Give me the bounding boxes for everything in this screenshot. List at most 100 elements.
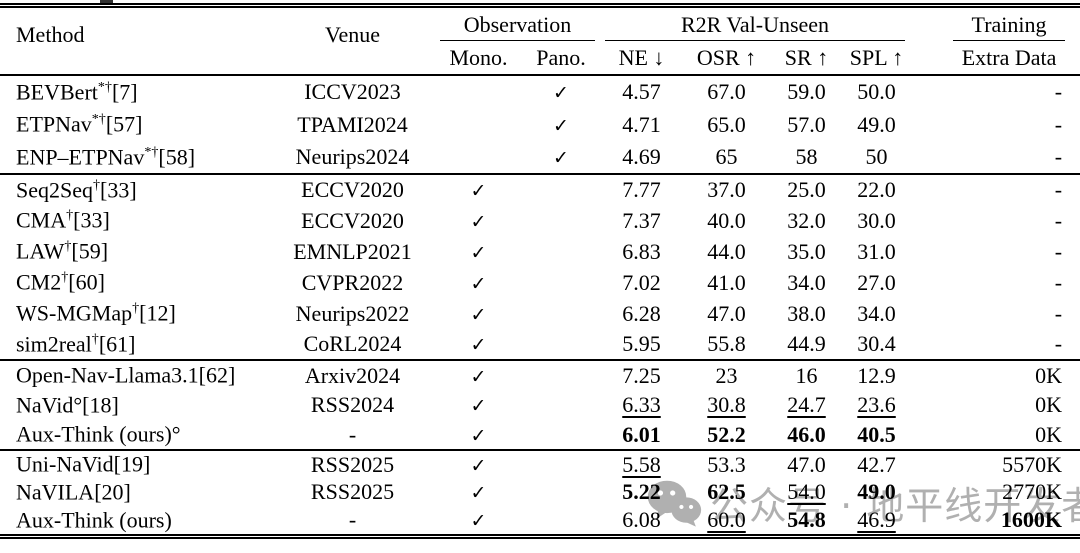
ne-value: 4.69 — [622, 144, 661, 169]
table-row: ENP–ETPNav*†[58] Neurips2024 ✓ 4.69 65 5… — [0, 141, 1080, 174]
sr-cell: 58 — [770, 141, 843, 174]
mono-checkmark: ✓ — [470, 482, 487, 504]
method-citation: [19] — [113, 451, 151, 477]
sr-cell: 46.0 — [770, 420, 843, 450]
table-row: WS-MGMap†[12] Neurips2022 ✓ 6.28 47.0 38… — [0, 298, 1080, 329]
mono-checkmark: ✓ — [470, 510, 487, 532]
method-superscript: *† — [91, 111, 106, 128]
sr-cell: 47.0 — [770, 450, 843, 478]
venue-cell: - — [348, 421, 357, 447]
column-header-pano: Pano. — [536, 44, 586, 70]
spl-value: 27.0 — [857, 269, 896, 295]
sr-cell: 54.0 — [770, 478, 843, 506]
extra-data-cell: - — [910, 298, 1080, 329]
table-row: Open-Nav-Llama3.1[62] Arxiv2024 ✓ 7.25 2… — [0, 360, 1080, 390]
ne-cell: 7.25 — [600, 360, 683, 390]
pano-checkmark: ✓ — [553, 82, 569, 104]
training-group-rule — [953, 40, 1066, 41]
venue-cell: RSS2025 — [310, 479, 395, 504]
sr-cell: 32.0 — [770, 205, 843, 236]
ne-cell: 7.77 — [600, 174, 683, 205]
mono-checkmark: ✓ — [470, 334, 487, 356]
osr-cell: 67.0 — [683, 75, 770, 108]
pano-cell — [522, 174, 600, 205]
spl-cell: 49.0 — [843, 108, 910, 141]
method-cell: Aux-Think (ours) — [0, 506, 270, 534]
osr-cell: 40.0 — [683, 205, 770, 236]
sr-cell: 38.0 — [770, 298, 843, 329]
osr-value: 62.5 — [707, 479, 746, 504]
table-row: Uni-NaVid[19] RSS2025 ✓ 5.58 53.3 47.0 4… — [0, 450, 1080, 478]
spl-cell: 22.0 — [843, 174, 910, 205]
sr-cell: 44.9 — [770, 329, 843, 360]
osr-value: 37.0 — [707, 177, 746, 202]
sr-value: 38.0 — [787, 300, 826, 326]
sr-cell: 16 — [770, 360, 843, 390]
sr-value: 47.0 — [787, 451, 826, 477]
method-name: Aux-Think (ours) — [16, 507, 172, 533]
pano-cell — [522, 205, 600, 236]
ne-value: 6.83 — [622, 238, 661, 264]
mono-cell: ✓ — [435, 360, 522, 390]
extra-data-cell: 1600K — [910, 506, 1080, 534]
group-header-training: Training — [910, 8, 1080, 41]
extra-data-cell: - — [910, 329, 1080, 360]
mono-checkmark: ✓ — [470, 241, 487, 264]
extra-data-cell: 5570K — [910, 450, 1080, 478]
ne-cell: 5.58 — [600, 450, 683, 478]
extra-data-cell: - — [910, 141, 1080, 174]
spl-value: 42.7 — [857, 451, 896, 477]
group-header-r2r-label: R2R Val-Unseen — [680, 11, 830, 37]
extra-data-value: - — [1054, 331, 1063, 356]
method-name: CM2 — [16, 269, 62, 295]
method-citation: [33] — [73, 207, 110, 233]
osr-value: 47.0 — [707, 300, 746, 326]
venue-cell: CoRL2024 — [303, 331, 402, 356]
spl-value: 22.0 — [857, 177, 896, 202]
method-superscript: † — [93, 176, 101, 193]
venue-cell: ICCV2023 — [304, 79, 401, 104]
method-cell: WS-MGMap†[12] — [0, 298, 270, 329]
extra-data-value: - — [1054, 207, 1063, 233]
observation-group-rule — [440, 40, 595, 41]
osr-cell: 65 — [683, 141, 770, 174]
table-row: BEVBert*†[7] ICCV2023 ✓ 4.57 67.0 59.0 5… — [0, 75, 1080, 108]
ne-cell: 6.08 — [600, 506, 683, 534]
ne-cell: 7.02 — [600, 267, 683, 298]
spl-cell: 12.9 — [843, 360, 910, 390]
sr-value: 54.8 — [787, 507, 826, 532]
osr-value: 60.0 — [707, 507, 746, 532]
osr-value: 53.3 — [707, 451, 746, 477]
method-citation: [12] — [139, 300, 176, 326]
osr-cell: 37.0 — [683, 174, 770, 205]
mono-cell: ✓ — [435, 236, 522, 267]
osr-value: 41.0 — [707, 269, 746, 295]
column-header-mono: Mono. — [449, 44, 508, 70]
group-header-training-label: Training — [971, 11, 1047, 37]
method-citation: [59] — [71, 238, 109, 264]
method-citation: [61] — [98, 331, 136, 357]
osr-cell: 47.0 — [683, 298, 770, 329]
mono-cell: ✓ — [435, 267, 522, 298]
method-cell: Aux-Think (ours)° — [0, 420, 270, 450]
osr-value: 23 — [715, 362, 738, 388]
sr-value: 59.0 — [787, 79, 826, 104]
osr-value: 67.0 — [707, 79, 746, 104]
method-name: NaVILA — [16, 479, 95, 505]
ne-value: 6.01 — [622, 421, 661, 447]
osr-value: 40.0 — [707, 207, 746, 233]
osr-cell: 65.0 — [683, 108, 770, 141]
group-header-r2r-val-unseen: R2R Val-Unseen — [600, 8, 910, 41]
pano-cell: ✓ — [522, 75, 600, 108]
group-header-row: Method Venue Observation R2R Val-Unseen … — [0, 8, 1080, 47]
method-citation: [57] — [105, 111, 143, 137]
sr-value: 57.0 — [787, 111, 826, 137]
pano-cell — [522, 478, 600, 506]
ne-cell: 7.37 — [600, 205, 683, 236]
group-header-observation: Observation — [435, 8, 600, 41]
osr-cell: 41.0 — [683, 267, 770, 298]
results-table: Method Venue Observation R2R Val-Unseen … — [0, 8, 1080, 534]
mono-cell: ✓ — [435, 298, 522, 329]
mono-cell: ✓ — [435, 390, 522, 420]
ne-value: 5.22 — [622, 479, 661, 504]
